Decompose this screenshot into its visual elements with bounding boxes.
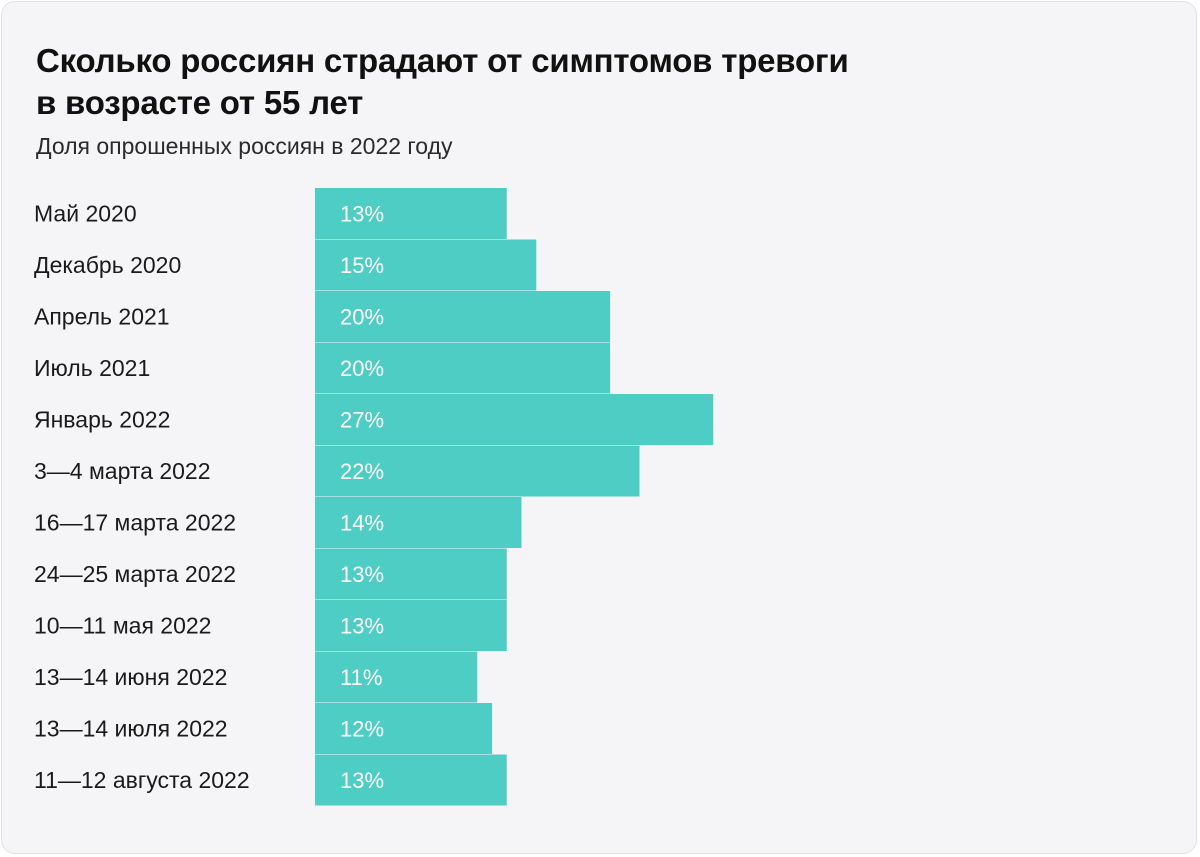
category-label: Июль 2021 xyxy=(34,355,150,381)
bar-value-label: 27% xyxy=(340,408,384,433)
bar-value-label: 12% xyxy=(340,717,384,742)
category-label: 13—14 июля 2022 xyxy=(34,716,228,742)
chart-subtitle: Доля опрошенных россиян в 2022 году xyxy=(36,133,453,159)
category-label: 16—17 марта 2022 xyxy=(34,510,236,536)
bar xyxy=(315,754,507,806)
bar-value-label: 13% xyxy=(340,562,384,587)
category-label: Апрель 2021 xyxy=(34,304,170,330)
bar-value-label: 20% xyxy=(340,356,384,381)
title-line-2: в возрасте от 55 лет xyxy=(36,84,364,121)
category-label: 11—12 августа 2022 xyxy=(34,767,250,793)
category-label: 10—11 мая 2022 xyxy=(34,613,211,639)
bar-value-label: 20% xyxy=(340,305,384,330)
category-label: Январь 2022 xyxy=(34,407,170,433)
title-line-1: Сколько россиян страдают от симптомов тр… xyxy=(36,42,849,79)
bar-value-label: 13% xyxy=(340,614,384,639)
bar xyxy=(315,342,610,394)
bar xyxy=(315,239,537,291)
bar xyxy=(315,548,507,600)
bar xyxy=(315,703,492,754)
chart-title: Сколько россиян страдают от симптомов тр… xyxy=(36,40,1036,124)
bar xyxy=(315,291,610,342)
bar-value-label: 22% xyxy=(340,459,384,484)
bar xyxy=(315,188,507,239)
category-label: 13—14 июня 2022 xyxy=(34,664,227,690)
bar-value-label: 14% xyxy=(340,511,384,536)
bar-value-label: 15% xyxy=(340,253,384,278)
bar xyxy=(315,600,507,651)
bar-value-label: 13% xyxy=(340,768,384,793)
bar xyxy=(315,497,522,548)
bar xyxy=(315,651,478,703)
category-label: Декабрь 2020 xyxy=(34,252,181,278)
category-label: 3—4 марта 2022 xyxy=(34,458,211,484)
bar xyxy=(315,445,640,497)
bar-value-label: 11% xyxy=(340,665,382,690)
bar xyxy=(315,394,714,445)
category-label: Май 2020 xyxy=(34,201,137,227)
category-label: 24—25 марта 2022 xyxy=(34,561,236,587)
bar-value-label: 13% xyxy=(340,202,384,227)
